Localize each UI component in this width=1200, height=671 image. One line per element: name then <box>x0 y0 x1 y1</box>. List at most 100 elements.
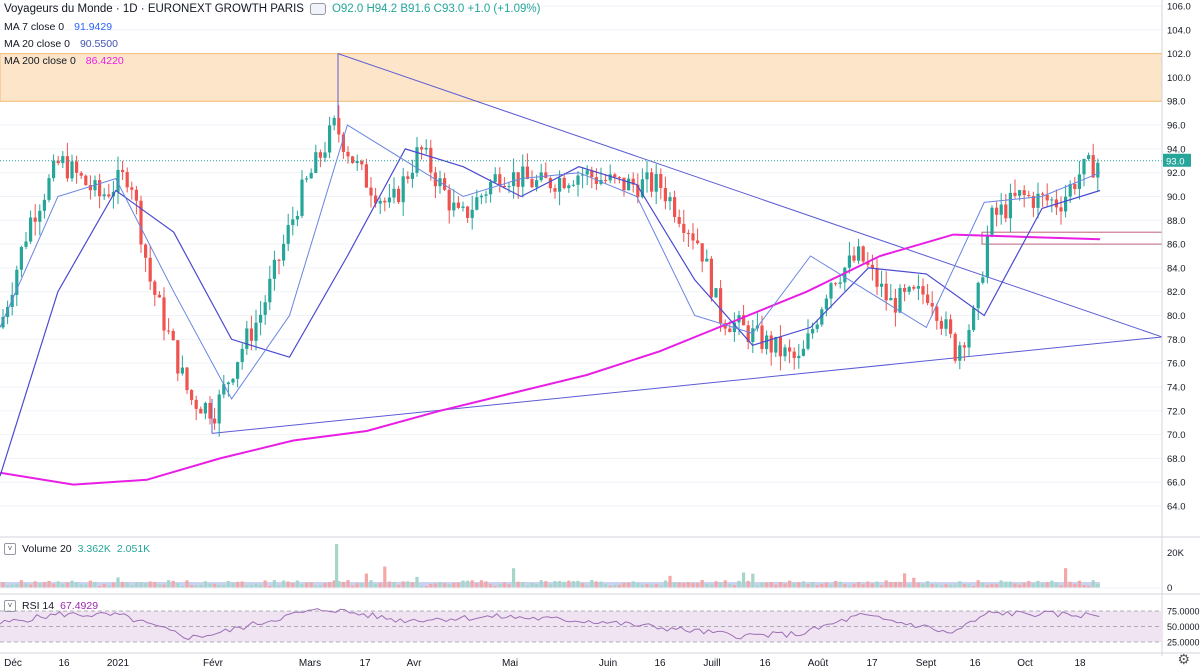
volume-bar <box>567 580 571 588</box>
candle-body <box>788 347 792 352</box>
volume-bar <box>337 581 341 588</box>
volume-bar <box>880 585 884 588</box>
volume-bar <box>130 585 134 588</box>
volume-bar <box>180 585 184 588</box>
volume-bar <box>1018 584 1022 588</box>
candle-body <box>314 152 318 173</box>
price-axis[interactable]: 106.0 104.0 102.0 100.0 98.0 96.0 94.0 92.0 90.0… <box>0 0 1200 656</box>
volume-bar <box>268 585 272 588</box>
volume-bar <box>640 584 644 588</box>
volume-bar <box>921 583 925 588</box>
volume-bar <box>512 568 516 588</box>
volume-bar <box>125 582 129 588</box>
last-price-badge <box>1163 153 1191 167</box>
volume-bar <box>84 584 88 588</box>
close-value: C93.0 <box>433 3 465 15</box>
volume-bar <box>962 583 966 588</box>
volume-bar <box>15 583 19 588</box>
candle-body <box>990 207 994 235</box>
volume-bar <box>834 581 838 588</box>
ma20-value: 90.5500 <box>79 38 118 50</box>
candle-body <box>811 328 815 334</box>
candle-body <box>420 147 424 150</box>
collapse-icon[interactable]: ˅ <box>4 543 16 555</box>
candle-body <box>245 328 249 349</box>
candle-body <box>277 259 281 261</box>
volume-bar <box>420 585 424 588</box>
volume-bar <box>351 585 355 588</box>
ma7-legend[interactable]: MA 7 close 0 91.9429 <box>4 21 112 33</box>
candle-body <box>52 160 56 179</box>
symbol-title[interactable]: Voyageurs du Monde · 1D · EURONEXT GROWT… <box>4 3 304 15</box>
volume-bar <box>594 581 598 588</box>
ma20-legend[interactable]: MA 20 close 0 90.5500 <box>4 38 118 50</box>
rsi-legend[interactable]: ˅ RSI 14 67.4929 <box>4 600 98 612</box>
candle-body <box>590 170 594 178</box>
volume-bar <box>631 581 635 588</box>
time-tick-label: Juill <box>703 658 720 669</box>
volume-bar <box>654 583 658 588</box>
candle-body <box>355 161 359 164</box>
candle-body <box>673 197 677 217</box>
candle-body <box>627 178 631 191</box>
ma200-legend[interactable]: MA 200 close 0 86.4220 <box>4 55 124 67</box>
volume-value-2: 2.051K <box>116 543 151 555</box>
volume-bar <box>737 580 741 588</box>
candle-body <box>1073 184 1077 189</box>
candle-body <box>107 194 111 197</box>
price-tick-label: 82.0 <box>1167 287 1186 298</box>
price-tick-label: 66.0 <box>1167 478 1186 489</box>
time-tick-label: Août <box>808 658 829 669</box>
time-tick-label: 16 <box>58 658 70 669</box>
volume-bar <box>617 584 621 588</box>
volume-bar <box>424 585 428 588</box>
volume-bar <box>1073 583 1077 588</box>
candle-body <box>604 179 608 181</box>
collapse-icon[interactable]: ˅ <box>4 600 16 612</box>
volume-bar <box>935 584 939 588</box>
candle-body <box>636 184 640 198</box>
candle-body <box>553 188 557 192</box>
volume-bar <box>590 580 594 588</box>
volume-bar <box>985 584 989 588</box>
volume-bar <box>447 584 451 588</box>
candle-body <box>700 243 704 262</box>
volume-bar <box>88 580 92 588</box>
candle-body <box>622 177 626 191</box>
candle-body <box>585 170 589 175</box>
volume-bar <box>691 582 695 588</box>
volume-bar <box>544 581 548 588</box>
volume-bar <box>507 584 511 588</box>
volume-bar <box>539 580 543 588</box>
candle-body <box>792 351 796 359</box>
volume-bar <box>1036 580 1040 588</box>
volume-bar <box>875 581 879 588</box>
ma7-line <box>0 124 1101 400</box>
volume-bar <box>1050 580 1054 588</box>
resistance-zone[interactable] <box>0 53 1163 102</box>
volume-bar <box>576 580 580 588</box>
time-axis[interactable]: Déc 16 2021 Févr Mars 17 Avr Mai Juin 16 Juill 16 Ao… <box>4 658 1086 669</box>
settings-gear-icon[interactable]: ⚙ <box>1177 651 1190 667</box>
volume-bar <box>70 580 74 588</box>
volume-bar <box>470 580 474 588</box>
candle-body <box>466 206 470 218</box>
candle-body <box>953 333 957 361</box>
volume-tick-label: 0 <box>1167 583 1172 594</box>
volume-bar <box>673 582 677 588</box>
volume-bar <box>972 585 976 588</box>
volume-bar <box>236 581 240 588</box>
candle-body <box>746 325 750 343</box>
volume-legend[interactable]: ˅ Volume 20 3.362K 2.051K <box>4 543 150 555</box>
eye-icon[interactable] <box>309 3 326 15</box>
candle-body <box>162 297 166 331</box>
rsi-label: RSI 14 <box>22 600 55 612</box>
candle-body <box>479 195 483 198</box>
candle-body <box>967 329 971 348</box>
candle-body <box>397 188 401 203</box>
high-value: H94.2 <box>366 3 398 15</box>
candle-body <box>893 297 897 313</box>
candle-body <box>1045 194 1049 201</box>
volume-bar <box>42 582 46 588</box>
